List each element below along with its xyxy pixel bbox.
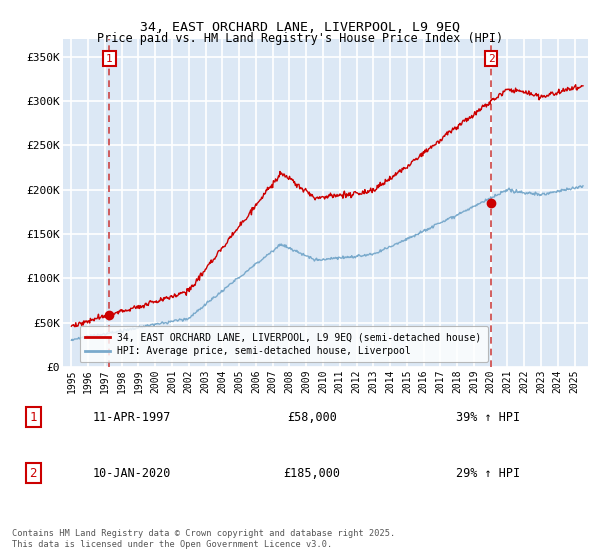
Text: 11-APR-1997: 11-APR-1997 xyxy=(93,410,171,424)
Text: 29% ↑ HPI: 29% ↑ HPI xyxy=(456,466,520,480)
Legend: 34, EAST ORCHARD LANE, LIVERPOOL, L9 9EQ (semi-detached house), HPI: Average pri: 34, EAST ORCHARD LANE, LIVERPOOL, L9 9EQ… xyxy=(80,326,487,362)
Text: Contains HM Land Registry data © Crown copyright and database right 2025.
This d: Contains HM Land Registry data © Crown c… xyxy=(12,529,395,549)
Text: £185,000: £185,000 xyxy=(284,466,341,480)
Text: 39% ↑ HPI: 39% ↑ HPI xyxy=(456,410,520,424)
Text: 10-JAN-2020: 10-JAN-2020 xyxy=(93,466,171,480)
Text: 34, EAST ORCHARD LANE, LIVERPOOL, L9 9EQ: 34, EAST ORCHARD LANE, LIVERPOOL, L9 9EQ xyxy=(140,21,460,34)
Text: 2: 2 xyxy=(488,54,494,64)
Text: £58,000: £58,000 xyxy=(287,410,337,424)
Text: 1: 1 xyxy=(29,410,37,424)
Text: 2: 2 xyxy=(29,466,37,480)
Text: Price paid vs. HM Land Registry's House Price Index (HPI): Price paid vs. HM Land Registry's House … xyxy=(97,32,503,45)
Text: 1: 1 xyxy=(106,54,113,64)
